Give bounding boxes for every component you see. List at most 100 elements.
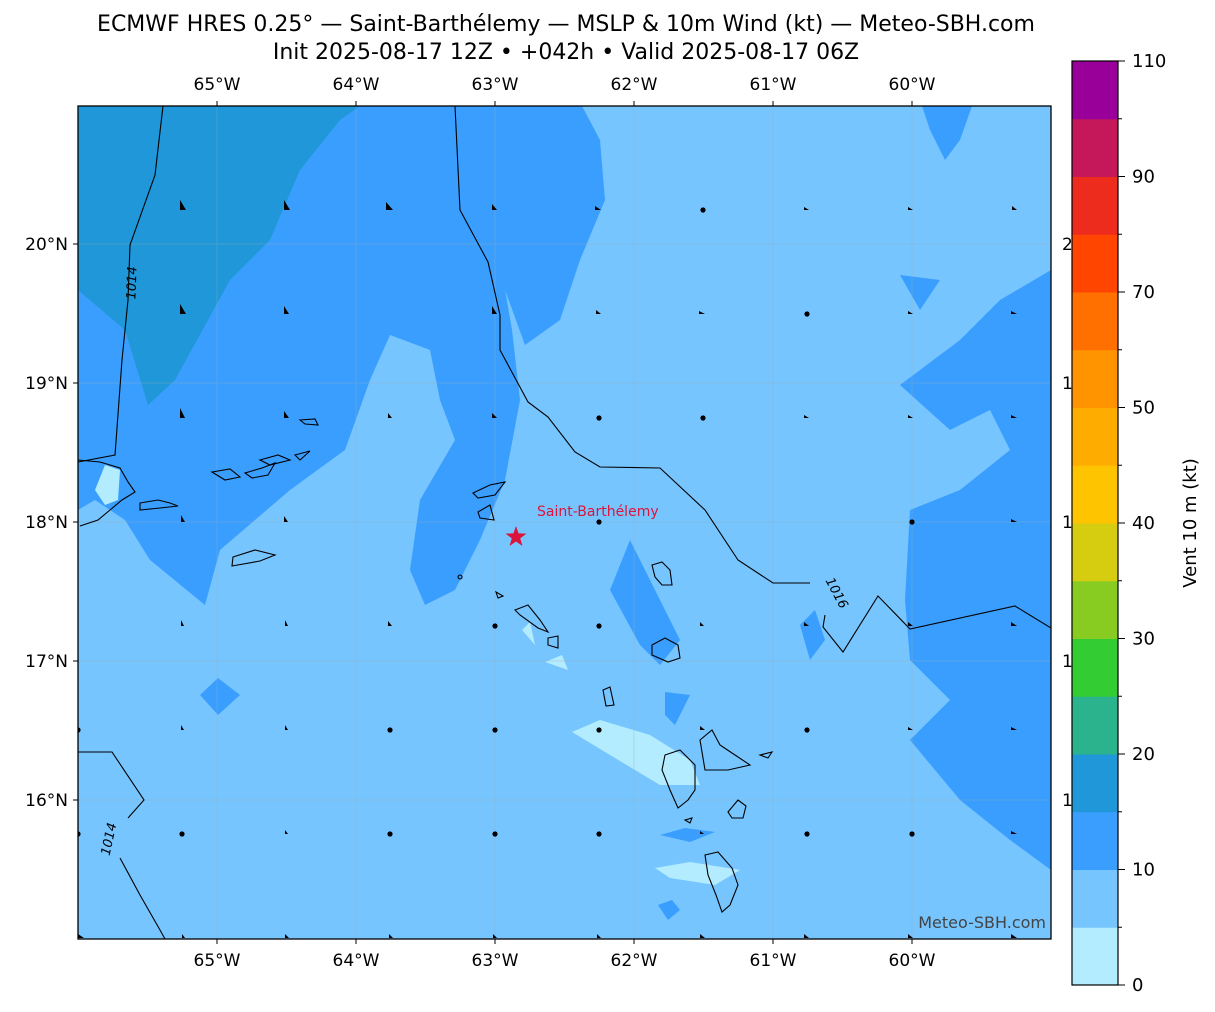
wind-field bbox=[78, 106, 1051, 939]
coast-anguilla bbox=[472, 481, 507, 499]
lat-label-right-fragment: 1 bbox=[1062, 652, 1073, 672]
coast-barbuda bbox=[651, 561, 673, 586]
colorbar-segment bbox=[1072, 349, 1118, 408]
wind-fill-10-15-blob1 bbox=[900, 275, 940, 310]
coast-st-kitts bbox=[514, 604, 550, 634]
colorbar-segment bbox=[1072, 696, 1118, 755]
coast-antigua bbox=[651, 637, 681, 663]
coast-island-a bbox=[139, 499, 179, 511]
watermark: Meteo-SBH.com bbox=[918, 913, 1046, 932]
lat-label-right-fragment: 1 bbox=[1062, 791, 1073, 811]
wind-fill-0-5-guadeloupe bbox=[572, 720, 700, 785]
wind-fill-0-5-nw bbox=[95, 465, 120, 505]
colorbar-tick-label: 30 bbox=[1132, 629, 1155, 650]
colorbar-segment bbox=[1072, 292, 1118, 351]
isobar-1016 bbox=[454, 106, 1051, 653]
location-label: Saint-Barthélemy bbox=[537, 504, 659, 520]
lat-label: 20°N bbox=[25, 235, 68, 255]
coast-puerto-rico bbox=[78, 459, 136, 527]
colorbar-segment bbox=[1072, 754, 1118, 813]
lon-label-bottom: 62°W bbox=[611, 951, 658, 971]
coast-guadeloupe-gt bbox=[699, 729, 752, 771]
coast-virgin-b bbox=[243, 461, 277, 479]
colorbar-segment bbox=[1072, 927, 1118, 986]
colorbar-segment bbox=[1072, 638, 1118, 697]
wind-barbs bbox=[78, 200, 1017, 938]
colorbar-tick-label: 110 bbox=[1132, 51, 1166, 72]
star-marker-icon bbox=[505, 526, 527, 546]
colorbar-tick-label: 50 bbox=[1132, 398, 1155, 419]
colorbar-segment bbox=[1072, 61, 1118, 120]
coast-marie-galante bbox=[727, 799, 747, 819]
wind-fill-10-15-blob2 bbox=[610, 540, 680, 665]
lon-label-bottom: 61°W bbox=[750, 951, 797, 971]
wind-fill-10-15-blob4 bbox=[200, 678, 240, 715]
coast-nevis bbox=[547, 635, 559, 649]
lon-label-bottom: 60°W bbox=[889, 951, 936, 971]
wind-fill-10-15-top bbox=[455, 106, 605, 345]
colorbar-tick-label: 70 bbox=[1132, 282, 1155, 303]
coast-virgin-d bbox=[293, 450, 311, 461]
colorbar-tick-label: 10 bbox=[1132, 860, 1155, 881]
coast-montserrat bbox=[602, 686, 615, 707]
coastlines bbox=[78, 418, 774, 913]
colorbar-label: Vent 10 m (kt) bbox=[1180, 458, 1201, 588]
lon-label-top: 60°W bbox=[889, 75, 936, 95]
lat-label: 18°N bbox=[25, 513, 68, 533]
wind-fill-0-5-small2 bbox=[545, 655, 568, 670]
lat-label: 19°N bbox=[25, 374, 68, 394]
isobar-1014-north bbox=[78, 106, 164, 463]
isobar-label-north: 1014 bbox=[124, 266, 140, 300]
colorbar-segment bbox=[1072, 176, 1118, 235]
lon-label-bottom: 63°W bbox=[472, 951, 519, 971]
lon-ticks bbox=[216, 101, 913, 944]
lat-label-right-fragment: 1 bbox=[1062, 513, 1073, 533]
lon-label-top: 61°W bbox=[750, 75, 797, 95]
lon-label-top: 63°W bbox=[472, 75, 519, 95]
coast-guadeloupe-bt bbox=[661, 749, 696, 809]
coast-saba bbox=[457, 574, 463, 580]
wind-fill-10-15-blob7 bbox=[658, 900, 680, 920]
isobar-1014-south bbox=[78, 751, 166, 939]
isobars bbox=[78, 106, 1051, 939]
lon-label-top: 65°W bbox=[194, 75, 241, 95]
coast-virgin-c bbox=[258, 454, 292, 466]
colorbar-segment bbox=[1072, 811, 1118, 870]
wind-fill-10-15-ne bbox=[922, 106, 972, 160]
colorbar-segment bbox=[1072, 580, 1118, 639]
colorbar-segment bbox=[1072, 118, 1118, 177]
coast-desirade bbox=[758, 751, 774, 759]
colorbar-segment bbox=[1072, 407, 1118, 466]
colorbar-segment bbox=[1072, 465, 1118, 524]
lon-label-top: 62°W bbox=[611, 75, 658, 95]
wind-fill-10-15-blob5 bbox=[665, 692, 690, 725]
isobar-label-south: 1014 bbox=[99, 822, 121, 857]
coast-dominica bbox=[704, 851, 739, 913]
lon-label-bottom: 65°W bbox=[194, 951, 241, 971]
coast-virgin-a bbox=[210, 468, 242, 481]
wind-fill-0-5-south bbox=[655, 862, 740, 885]
chart-title: ECMWF HRES 0.25° — Saint-Barthélemy — MS… bbox=[97, 12, 1035, 37]
lat-ticks bbox=[73, 243, 78, 801]
lat-label: 16°N bbox=[25, 791, 68, 811]
colorbar-segment bbox=[1072, 234, 1118, 293]
lat-label: 17°N bbox=[25, 652, 68, 672]
chart-subtitle: Init 2025-08-17 12Z • +042h • Valid 2025… bbox=[272, 40, 860, 65]
colorbar-tick-label: 0 bbox=[1132, 975, 1143, 996]
coast-st-martin bbox=[477, 504, 495, 521]
coast-statia bbox=[495, 590, 505, 599]
colorbar-tick-label: 20 bbox=[1132, 744, 1155, 765]
lon-label-bottom: 64°W bbox=[333, 951, 380, 971]
wind-fill-10-15-blob3 bbox=[800, 610, 825, 660]
coast-vieques bbox=[231, 549, 277, 567]
lat-label-right-fragment: 1 bbox=[1062, 374, 1073, 394]
lon-label-top: 64°W bbox=[333, 75, 380, 95]
coast-les-saintes bbox=[683, 817, 693, 824]
colorbar-segment bbox=[1072, 869, 1118, 928]
wind-fill-0-5-small1 bbox=[522, 622, 535, 645]
colorbar-segment bbox=[1072, 523, 1118, 582]
wind-fill-10-15-blob6 bbox=[660, 828, 715, 842]
wind-fill-15-20 bbox=[78, 106, 360, 405]
graticule bbox=[78, 106, 1051, 939]
